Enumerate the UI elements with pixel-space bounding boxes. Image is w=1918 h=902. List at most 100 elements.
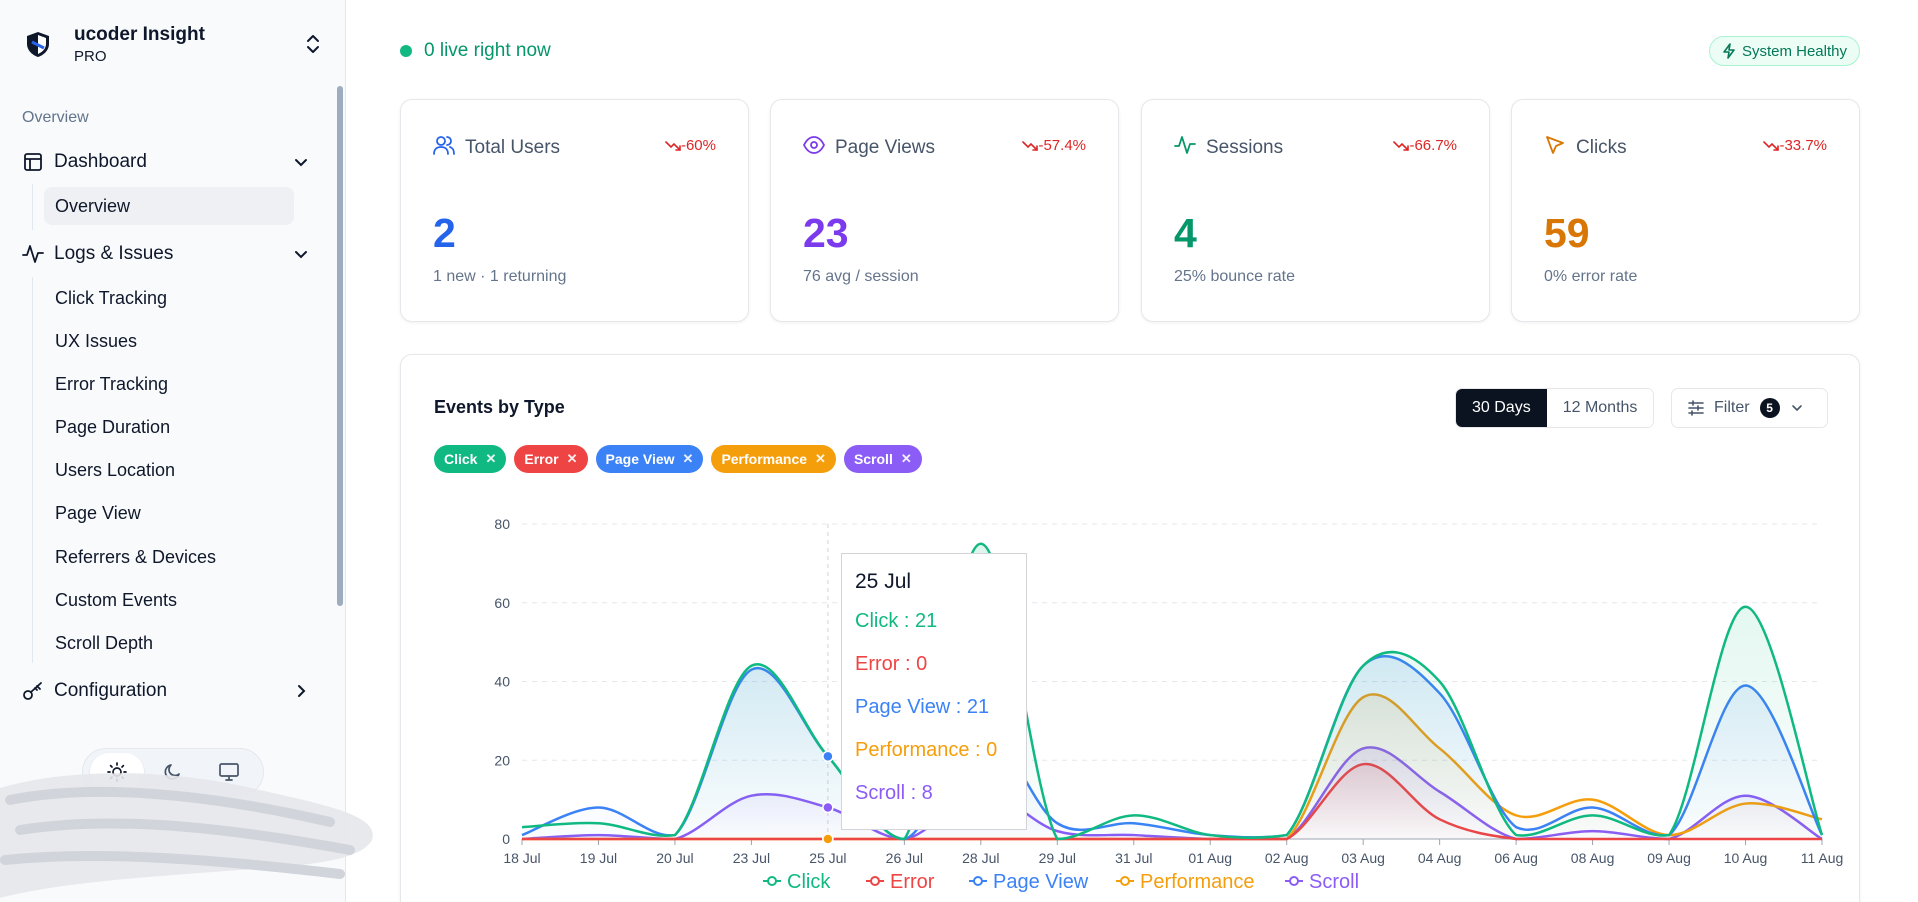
brand-switcher[interactable]: ucoder Insight PRO	[22, 20, 324, 68]
nav-group-label: Configuration	[54, 680, 168, 701]
sliders-icon	[1688, 400, 1704, 416]
sidebar-scrollbar[interactable]	[337, 86, 343, 606]
trend-down-icon	[1763, 140, 1780, 151]
y-tick-label: 0	[502, 831, 510, 847]
filter-count-badge: 5	[1759, 398, 1780, 418]
x-tick-label: 28 Jul	[962, 850, 999, 866]
system-health-text: System Healthy	[1741, 42, 1847, 60]
x-tick-label: 23 Jul	[733, 850, 770, 866]
trend-down-badge: -33.7%	[1763, 137, 1827, 154]
x-tick-label: 19 Jul	[580, 850, 617, 866]
stat-card-value: 4	[1174, 210, 1197, 256]
nav-group-logs-issues[interactable]: Logs & Issues	[22, 236, 312, 272]
y-tick-label: 20	[494, 752, 510, 768]
layout-icon	[22, 151, 44, 173]
chevron-down-icon	[290, 151, 312, 173]
system-health-badge[interactable]: System Healthy	[1708, 36, 1860, 66]
chip-click[interactable]: Click ✕	[434, 445, 507, 473]
events-by-type-card: Events by Type 30 Days 12 Months Filter …	[400, 354, 1860, 902]
x-tick-label: 20 Jul	[656, 850, 693, 866]
stat-card-subtext: 25% bounce rate	[1174, 268, 1295, 285]
tooltip-row-click: Click : 21	[855, 610, 938, 632]
trend-value: -57.4%	[1038, 137, 1086, 154]
section-label-overview: Overview	[22, 109, 89, 126]
stat-card-title: Clicks	[1576, 136, 1627, 158]
legend-marker	[870, 876, 880, 886]
sidebar-item-scroll-depth[interactable]: Scroll Depth	[55, 632, 154, 653]
trend-value: -66.7%	[1409, 137, 1457, 154]
x-tick-label: 04 Aug	[1418, 850, 1462, 866]
sidebar-item-referrers-devices[interactable]: Referrers & Devices	[55, 546, 217, 567]
chart-title: Events by Type	[434, 397, 565, 417]
chevrons-up-down-icon[interactable]	[302, 32, 324, 56]
moon-icon[interactable]	[146, 753, 200, 791]
trend-down-badge: -60%	[665, 137, 716, 154]
sidebar-item-page-view[interactable]: Page View	[55, 502, 141, 523]
live-dot-icon	[400, 45, 412, 57]
chevron-down-icon	[290, 243, 312, 265]
y-tick-label: 60	[494, 595, 510, 611]
eye-icon	[802, 134, 826, 161]
x-tick-label: 06 Aug	[1494, 850, 1538, 866]
monitor-icon[interactable]	[202, 753, 256, 791]
live-text: 0 live right now	[424, 40, 551, 61]
filter-label: Filter	[1714, 399, 1750, 416]
legend-label: Scroll	[1309, 871, 1359, 893]
sun-icon[interactable]	[90, 753, 144, 791]
nav-group-dashboard[interactable]: Dashboard	[22, 144, 312, 180]
range-12-months-button[interactable]: 12 Months	[1546, 389, 1654, 427]
legend-marker	[1120, 876, 1130, 886]
chip-label: Error	[524, 451, 559, 467]
range-toggle: 30 Days 12 Months	[1455, 388, 1655, 428]
sidebar-item-overview[interactable]: Overview	[44, 187, 294, 225]
chip-label: Click	[444, 451, 478, 467]
sidebar-item-page-duration[interactable]: Page Duration	[55, 416, 171, 437]
nav-group-configuration[interactable]: Configuration	[22, 673, 312, 709]
brand-name: ucoder Insight	[74, 23, 205, 45]
close-icon[interactable]: ✕	[900, 451, 912, 466]
hover-point-page-view	[822, 750, 834, 763]
legend-marker	[973, 876, 983, 886]
legend-label: Click	[787, 871, 831, 893]
chip-error[interactable]: Error ✕	[514, 445, 588, 473]
x-tick-label: 02 Aug	[1265, 850, 1309, 866]
stat-card-page-views: Page Views -57.4% 23 76 avg / session	[770, 99, 1119, 322]
hover-point-scroll	[822, 801, 834, 814]
stat-card-clicks: Clicks -33.7% 59 0% error rate	[1511, 99, 1860, 322]
sidebar: ucoder Insight PRO Overview Dashboard Ov…	[0, 0, 346, 902]
sidebar-item-users-location[interactable]: Users Location	[55, 459, 176, 480]
y-tick-label: 40	[494, 674, 510, 690]
filter-button[interactable]: Filter 5	[1671, 388, 1828, 428]
cursor-icon	[1544, 134, 1566, 161]
chip-page-view[interactable]: Page View ✕	[595, 445, 704, 473]
x-tick-label: 08 Aug	[1571, 850, 1615, 866]
legend-marker	[1289, 876, 1299, 886]
shield-logo-icon	[22, 28, 54, 60]
sidebar-item-click-tracking[interactable]: Click Tracking	[55, 287, 168, 308]
chevron-right-icon	[290, 680, 312, 702]
chart-tooltip: 25 Jul Click : 21 Error : 0 Page View : …	[841, 553, 1027, 830]
close-icon[interactable]: ✕	[815, 451, 826, 466]
sidebar-item-custom-events[interactable]: Custom Events	[55, 589, 178, 610]
live-indicator: 0 live right now	[400, 40, 551, 62]
chip-scroll[interactable]: Scroll ✕	[843, 445, 922, 473]
sidebar-item-error-tracking[interactable]: Error Tracking	[55, 373, 169, 394]
nav-group-label: Logs & Issues	[54, 243, 174, 264]
x-tick-label: 31 Jul	[1115, 850, 1152, 866]
x-tick-label: 10 Aug	[1724, 850, 1768, 866]
x-tick-label: 18 Jul	[503, 850, 540, 866]
close-icon[interactable]: ✕	[485, 451, 497, 466]
close-icon[interactable]: ✕	[682, 451, 694, 466]
users-icon	[433, 134, 455, 161]
tooltip-row-scroll: Scroll : 8	[855, 782, 933, 804]
key-icon	[22, 680, 44, 702]
stat-card-subtext: 0% error rate	[1544, 268, 1638, 285]
lightning-icon	[1723, 43, 1735, 59]
stat-card-title: Sessions	[1206, 136, 1284, 158]
x-tick-label: 26 Jul	[886, 850, 923, 866]
range-30-days-button[interactable]: 30 Days	[1456, 389, 1547, 427]
chip-performance[interactable]: Performance ✕	[711, 445, 836, 473]
sidebar-item-ux-issues[interactable]: UX Issues	[55, 330, 138, 351]
close-icon[interactable]: ✕	[566, 451, 578, 466]
